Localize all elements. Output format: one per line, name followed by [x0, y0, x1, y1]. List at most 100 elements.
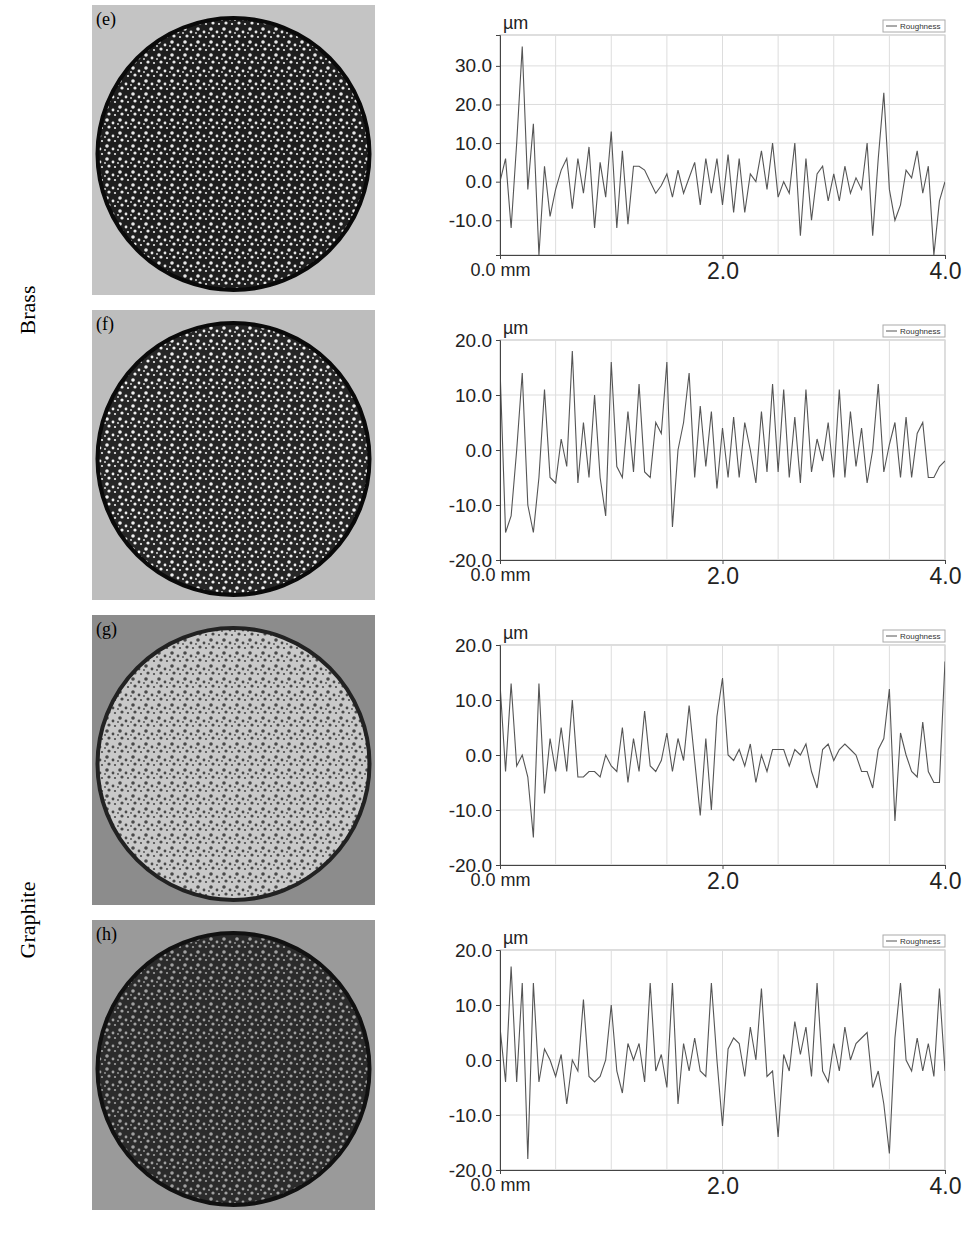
legend-box [883, 935, 945, 947]
grid [500, 340, 945, 560]
y-tick-label: 0.0 [466, 440, 492, 461]
roughness-line [500, 662, 945, 838]
photo-background [92, 310, 375, 600]
y-tick-mark [496, 810, 500, 811]
x-tick: 0.0 mm [470, 865, 530, 890]
x-tick-label: 4.0 [930, 258, 962, 284]
y-tick-label: -10.0 [449, 1105, 492, 1126]
sample-photo: (e) [92, 5, 375, 295]
sample-photo: (f) [92, 310, 375, 600]
roughness-line [500, 967, 945, 1160]
sample-photo: (g) [92, 615, 375, 905]
y-tick: 0.0 [466, 440, 500, 461]
y-axis: -20.0-10.00.010.020.0 [449, 635, 501, 876]
y-tick: 0.0 [466, 171, 500, 192]
sample-photo: (h) [92, 920, 375, 1210]
y-tick-label: 0.0 [466, 171, 492, 192]
figure: BrassGraphite(e)-10.00.010.020.030.00.0 … [0, 0, 979, 1237]
y-axis-line [496, 646, 501, 866]
y-axis-line [496, 36, 501, 256]
legend-label: Roughness [900, 937, 940, 946]
legend: Roughness [883, 325, 945, 337]
y-axis-title: µm [503, 13, 528, 33]
grid-line-minor [722, 340, 723, 560]
roughness-chart: -20.0-10.00.010.020.00.0 mm2.04.0µmRough… [449, 623, 962, 894]
photo-background [92, 5, 375, 295]
y-tick-mark [496, 755, 500, 756]
y-tick-mark [496, 505, 500, 506]
x-tick-label: 2.0 [707, 868, 739, 894]
plot-frame [500, 950, 945, 1170]
grid-line [722, 35, 723, 255]
x-tick: 2.0 [707, 560, 739, 589]
grid [500, 35, 945, 255]
y-axis-line [496, 341, 501, 561]
x-tick-mark [500, 560, 501, 564]
grid [500, 645, 945, 865]
legend-box [883, 20, 945, 32]
grid-line [722, 340, 723, 560]
x-tick-label: 4.0 [930, 868, 962, 894]
y-tick-mark [496, 66, 500, 67]
y-tick-mark [496, 950, 500, 951]
y-tick-label: 10.0 [455, 995, 492, 1016]
y-tick: 10.0 [455, 995, 500, 1016]
y-tick: -10.0 [449, 800, 500, 821]
x-tick-mark [500, 865, 501, 869]
x-tick: 0.0 mm [470, 255, 530, 280]
panel-label: (e) [96, 9, 116, 30]
y-tick-label: 20.0 [455, 635, 492, 656]
grid-line-minor [722, 35, 723, 255]
x-tick-label: 2.0 [707, 563, 739, 589]
sample-disk [98, 628, 370, 900]
y-tick-label: 20.0 [455, 330, 492, 351]
x-tick-label: 2.0 [707, 258, 739, 284]
y-tick: 30.0 [455, 55, 500, 76]
y-tick: 20.0 [455, 940, 500, 961]
y-tick-mark [496, 1115, 500, 1116]
plot-area [500, 967, 945, 1160]
plot-frame [500, 645, 945, 865]
y-tick-mark [496, 143, 500, 144]
x-tick-label: 0.0 mm [470, 565, 530, 585]
x-tick: 2.0 [707, 1170, 739, 1199]
x-axis: 0.0 mm 2.0 4.0 [470, 255, 961, 284]
sample-disk [98, 18, 370, 290]
row-label: Brass [15, 286, 40, 335]
y-tick-mark [496, 560, 500, 561]
y-tick-mark [496, 104, 500, 105]
y-tick-mark [496, 395, 500, 396]
y-tick-mark [496, 1170, 500, 1171]
x-tick: 4.0 [930, 865, 962, 894]
y-tick-label: 20.0 [455, 940, 492, 961]
x-tick-mark [500, 255, 501, 259]
y-tick-mark [496, 865, 500, 866]
x-tick-label: 2.0 [707, 1173, 739, 1199]
y-tick-mark [496, 645, 500, 646]
x-tick-label: 4.0 [930, 1173, 962, 1199]
panel-label: (f) [96, 314, 114, 335]
panel-label: (g) [96, 619, 117, 640]
y-tick-label: 0.0 [466, 745, 492, 766]
x-tick: 0.0 mm [470, 1170, 530, 1195]
legend-box [883, 325, 945, 337]
y-tick-label: -10.0 [449, 495, 492, 516]
plot-frame [500, 340, 945, 560]
y-axis-title: µm [503, 928, 528, 948]
x-tick-label: 0.0 mm [470, 260, 530, 280]
y-tick-label: 10.0 [455, 690, 492, 711]
legend: Roughness [883, 935, 945, 947]
grid-line-minor [889, 35, 890, 255]
legend-swatch [886, 26, 897, 27]
y-axis: -20.0-10.00.010.020.0 [449, 940, 501, 1181]
y-tick-label: 30.0 [455, 55, 492, 76]
y-tick: 0.0 [466, 1050, 500, 1071]
legend: Roughness [883, 630, 945, 642]
y-tick-mark [496, 1060, 500, 1061]
plot-frame [500, 35, 945, 255]
y-tick: 20.0 [455, 635, 500, 656]
y-axis-title: µm [503, 623, 528, 643]
x-tick: 2.0 [707, 255, 739, 284]
legend-box [883, 630, 945, 642]
sample-disk [98, 323, 370, 595]
